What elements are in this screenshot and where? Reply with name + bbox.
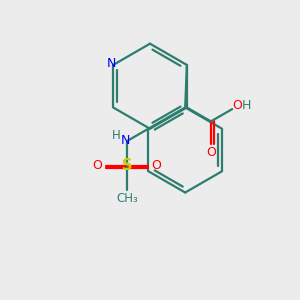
- Text: O: O: [206, 146, 216, 159]
- Text: H: H: [112, 129, 121, 142]
- Text: H: H: [242, 99, 252, 112]
- Text: N: N: [121, 134, 130, 147]
- Text: CH₃: CH₃: [116, 192, 138, 205]
- Text: S: S: [122, 158, 132, 173]
- Text: N: N: [107, 58, 116, 70]
- Text: O: O: [152, 159, 161, 172]
- Text: O: O: [93, 159, 103, 172]
- Text: O: O: [232, 99, 242, 112]
